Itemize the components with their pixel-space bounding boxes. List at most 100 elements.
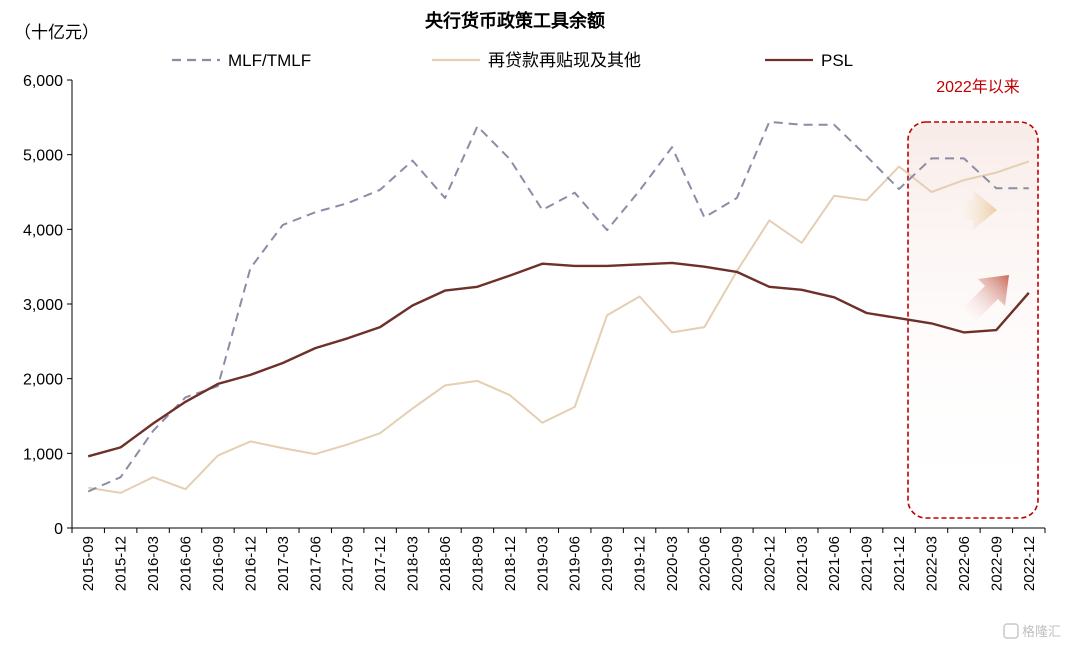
x-tick-label: 2021-09 xyxy=(859,536,876,591)
x-tick-label: 2015-12 xyxy=(113,536,130,591)
y-tick-label: 0 xyxy=(54,521,63,538)
data-point xyxy=(736,271,738,273)
x-tick-label: 2018-03 xyxy=(405,536,422,591)
y-tick-label: 2,000 xyxy=(23,372,63,389)
trend-arrow-psl-icon xyxy=(963,275,1009,321)
data-point xyxy=(703,216,705,218)
data-point xyxy=(1028,292,1030,294)
watermark: 格隆汇 xyxy=(1003,623,1061,639)
x-tick-label: 2018-12 xyxy=(502,536,519,591)
data-point xyxy=(541,262,543,264)
data-point xyxy=(509,158,511,160)
y-tick-label: 5,000 xyxy=(23,148,63,165)
data-point xyxy=(574,192,576,194)
series-line xyxy=(88,160,1030,494)
data-point xyxy=(314,453,316,455)
data-point xyxy=(865,155,867,157)
x-tick-label: 2017-06 xyxy=(307,536,324,591)
data-point xyxy=(898,317,900,319)
data-point xyxy=(671,262,673,264)
trend-arrow-loan-icon xyxy=(950,190,997,230)
data-point xyxy=(444,289,446,291)
x-tick-label: 2022-06 xyxy=(956,536,973,591)
y-tick-label: 1,000 xyxy=(23,446,63,463)
data-point xyxy=(184,396,186,398)
data-point xyxy=(411,407,413,409)
x-tick-label: 2020-03 xyxy=(664,536,681,591)
data-point xyxy=(833,124,835,126)
legend-label: MLF/TMLF xyxy=(228,51,311,70)
data-point xyxy=(217,383,219,385)
data-point xyxy=(1028,187,1030,189)
data-point xyxy=(638,263,640,265)
data-point xyxy=(152,476,154,478)
y-tick-label: 6,000 xyxy=(23,73,63,90)
series-line xyxy=(87,261,1030,458)
x-tick-label: 2022-03 xyxy=(923,536,940,591)
data-point xyxy=(541,422,543,424)
data-point xyxy=(930,157,932,159)
data-point xyxy=(509,274,511,276)
x-tick-label: 2019-09 xyxy=(599,536,616,591)
data-point xyxy=(346,443,348,445)
watermark-text: 格隆汇 xyxy=(1022,624,1061,639)
data-point xyxy=(87,490,89,492)
x-tick-label: 2021-03 xyxy=(794,536,811,591)
data-point xyxy=(282,447,284,449)
annotation-label: 2022年以来 xyxy=(936,78,1020,96)
data-point xyxy=(184,401,186,403)
data-point xyxy=(282,362,284,364)
data-point xyxy=(736,197,738,199)
data-point xyxy=(801,124,803,126)
data-point xyxy=(282,224,284,226)
data-point xyxy=(411,304,413,306)
series-0 xyxy=(87,120,1030,493)
watermark-logo-icon xyxy=(1003,623,1019,639)
legend: MLF/TMLF 再贷款再贴现及其他 PSL xyxy=(172,51,853,70)
x-tick-label: 2017-12 xyxy=(372,536,389,591)
data-point xyxy=(898,165,900,167)
x-tick-label: 2017-09 xyxy=(340,536,357,591)
x-tick-label: 2019-06 xyxy=(567,536,584,591)
data-point xyxy=(119,446,121,448)
data-point xyxy=(963,331,965,333)
x-tick-label: 2019-12 xyxy=(632,536,649,591)
data-point xyxy=(671,146,673,148)
data-point xyxy=(346,337,348,339)
data-point xyxy=(184,488,186,490)
data-point xyxy=(541,209,543,211)
x-tick-label: 2021-12 xyxy=(891,536,908,591)
chart-title: 央行货币政策工具余额 xyxy=(425,10,605,31)
legend-label: 再贷款再贴现及其他 xyxy=(488,51,641,70)
data-point xyxy=(346,202,348,204)
data-point xyxy=(606,265,608,267)
data-point xyxy=(379,189,381,191)
data-point xyxy=(119,492,121,494)
data-point xyxy=(476,286,478,288)
data-point xyxy=(119,476,121,478)
data-point xyxy=(768,286,770,288)
data-point xyxy=(703,326,705,328)
data-point xyxy=(703,265,705,267)
data-point xyxy=(606,229,608,231)
x-tick-label: 2020-06 xyxy=(696,536,713,591)
data-point xyxy=(476,125,478,127)
data-point xyxy=(995,171,997,173)
annotation-box xyxy=(907,121,1039,519)
data-point xyxy=(314,347,316,349)
data-point xyxy=(379,326,381,328)
legend-label: PSL xyxy=(821,51,853,70)
x-tick-label: 2019-03 xyxy=(534,536,551,591)
data-point xyxy=(152,422,154,424)
data-point xyxy=(574,406,576,408)
data-point xyxy=(865,199,867,201)
x-tick-label: 2020-09 xyxy=(729,536,746,591)
x-tick-label: 2020-12 xyxy=(761,536,778,591)
series-line xyxy=(87,120,1029,493)
series-2 xyxy=(87,261,1030,458)
data-point xyxy=(217,454,219,456)
series-layer xyxy=(87,120,1030,494)
x-tick-label: 2016-06 xyxy=(178,536,195,591)
x-tick-label: 2018-06 xyxy=(437,536,454,591)
data-point xyxy=(476,380,478,382)
